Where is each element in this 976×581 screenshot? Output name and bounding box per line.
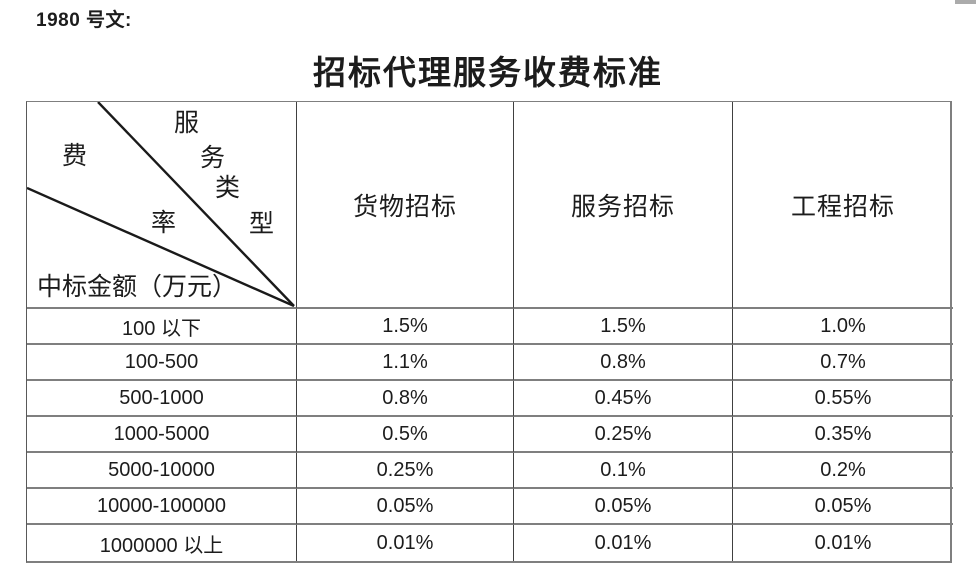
fee-cell: 1.0%: [733, 309, 953, 345]
corner-char-rate: 率: [151, 210, 177, 237]
corner-char-fee: 费: [62, 143, 88, 170]
fee-cell: 0.05%: [297, 489, 514, 525]
fee-standard-table: 费 率 服 务 类 型 中标金额（万元） 货物招标 服务招标 工程招标 100 …: [26, 101, 953, 563]
doc-number-label: 1980 号文:: [36, 10, 132, 31]
fee-cell: 0.5%: [297, 417, 514, 453]
fee-cell: 0.01%: [814, 531, 872, 554]
column-header-works-bidding: 工程招标: [733, 102, 953, 309]
corner-char-service-3: 类: [215, 175, 241, 202]
row-label: 10000-100000: [27, 489, 297, 525]
fee-cell: 0.25%: [297, 453, 514, 489]
fee-cell: 0.35%: [733, 417, 953, 453]
row-label: 1000000 以上: [27, 525, 297, 561]
corner-char-service-1: 服: [174, 110, 200, 137]
row-label: 100-500: [27, 345, 297, 381]
diagonal-lines-icon: [27, 102, 295, 307]
fee-cell: 0.2%: [733, 453, 953, 489]
fee-cell: 1.1%: [297, 345, 514, 381]
row-label: 5000-10000: [27, 453, 297, 489]
fee-cell: 1.5%: [514, 309, 733, 345]
amount-axis-label: 中标金额（万元）: [37, 274, 238, 301]
scrollbar-fragment: [955, 0, 976, 4]
fee-cell: 0.01%: [297, 525, 514, 561]
fee-cell: 0.55%: [733, 381, 953, 417]
corner-diagonal-cell: 费 率 服 务 类 型 中标金额（万元）: [27, 102, 297, 309]
row-label: 1000-5000: [27, 417, 297, 453]
column-header-goods-bidding: 货物招标: [297, 102, 514, 309]
fee-cell: 0.01%: [514, 525, 733, 561]
fee-cell: 0.45%: [514, 381, 733, 417]
corner-char-service-4: 型: [249, 211, 275, 238]
column-header-services-bidding: 服务招标: [514, 102, 733, 309]
row-label: 500-1000: [27, 381, 297, 417]
fee-cell: 1.5%: [297, 309, 514, 345]
corner-char-service-2: 务: [200, 145, 226, 172]
fee-cell: 0.05%: [514, 489, 733, 525]
fee-cell: 0.8%: [297, 381, 514, 417]
fee-cell: 0.8%: [514, 345, 733, 381]
row-label: 100 以下: [27, 309, 297, 345]
fee-cell: 0.25%: [514, 417, 733, 453]
page-title: 招标代理服务收费标准: [313, 56, 663, 92]
fee-cell: 0.1%: [514, 453, 733, 489]
fee-cell: 0.7%: [733, 345, 953, 381]
fee-cell: 0.05%: [733, 489, 953, 525]
